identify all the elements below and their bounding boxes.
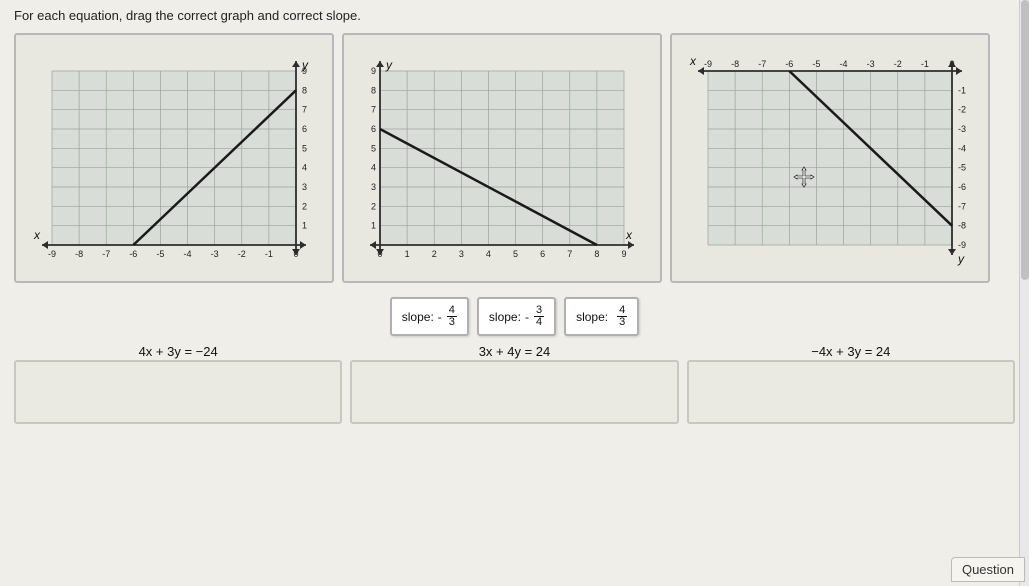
svg-text:-2: -2	[894, 59, 902, 69]
svg-text:4: 4	[302, 163, 307, 173]
slope-fraction: 4 3	[617, 305, 627, 328]
drop-zone-1[interactable]: 4x + 3y = −24	[14, 360, 342, 424]
slope-label: slope:	[576, 310, 608, 324]
svg-text:-2: -2	[238, 249, 246, 259]
svg-text:9: 9	[371, 66, 376, 76]
svg-text:2: 2	[432, 249, 437, 259]
svg-text:4: 4	[486, 249, 491, 259]
svg-text:-6: -6	[785, 59, 793, 69]
slope-tile-2[interactable]: slope: - 3 4	[477, 297, 556, 336]
svg-text:0: 0	[293, 249, 298, 259]
svg-text:-2: -2	[958, 105, 966, 115]
svg-text:-4: -4	[184, 249, 192, 259]
svg-text:0: 0	[377, 249, 382, 259]
drop-zone-2[interactable]: 3x + 4y = 24	[350, 360, 678, 424]
drop-zone-3[interactable]: −4x + 3y = 24	[687, 360, 1015, 424]
slope-fraction: 3 4	[534, 305, 544, 328]
instruction-text: For each equation, drag the correct grap…	[14, 8, 1015, 23]
svg-text:-1: -1	[921, 59, 929, 69]
svg-text:y: y	[385, 58, 393, 72]
slope-tile-1[interactable]: slope: - 4 3	[390, 297, 469, 336]
svg-text:2: 2	[371, 201, 376, 211]
svg-text:x: x	[625, 228, 633, 242]
svg-text:x: x	[689, 54, 697, 68]
svg-text:-5: -5	[156, 249, 164, 259]
slope-tile-3[interactable]: slope: 4 3	[564, 297, 639, 336]
drop-row: 4x + 3y = −24 3x + 4y = 24 −4x + 3y = 24	[14, 360, 1015, 424]
scrollbar[interactable]	[1019, 0, 1029, 586]
svg-text:5: 5	[371, 143, 376, 153]
svg-text:-3: -3	[211, 249, 219, 259]
slope-label: slope:	[402, 310, 434, 324]
svg-text:4: 4	[371, 163, 376, 173]
svg-text:1: 1	[302, 221, 307, 231]
graph-2: 0 1 2 3 4 5 6 7 8 9 1 2 3 4 5 6 7 8 9 x y	[352, 43, 652, 273]
svg-text:1: 1	[405, 249, 410, 259]
graph-panel-3[interactable]: -9 -8 -7 -6 -5 -4 -3 -2 -1 0 -1 -2 -3 -4 -5 -6 -7 -8 -9 x y	[670, 33, 990, 283]
question-button[interactable]: Question	[951, 557, 1025, 582]
svg-text:-9: -9	[48, 249, 56, 259]
svg-text:3: 3	[459, 249, 464, 259]
svg-text:y: y	[957, 252, 965, 266]
svg-text:6: 6	[302, 124, 307, 134]
graph-panel-1[interactable]: -9-8-7-6-5-4-3-2-10123456789xy	[14, 33, 334, 283]
svg-text:-8: -8	[731, 59, 739, 69]
svg-text:-9: -9	[704, 59, 712, 69]
svg-text:-8: -8	[75, 249, 83, 259]
svg-text:1: 1	[371, 221, 376, 231]
scroll-thumb[interactable]	[1021, 0, 1029, 280]
svg-text:9: 9	[621, 249, 626, 259]
svg-text:5: 5	[513, 249, 518, 259]
svg-text:-1: -1	[958, 85, 966, 95]
slope-label: slope:	[489, 310, 521, 324]
svg-text:3: 3	[371, 182, 376, 192]
svg-text:8: 8	[302, 85, 307, 95]
graph-1: -9-8-7-6-5-4-3-2-10123456789xy	[24, 43, 324, 273]
equation-label: 3x + 4y = 24	[479, 344, 551, 359]
equation-label: 4x + 3y = −24	[139, 344, 218, 359]
graph-panel-2[interactable]: 0 1 2 3 4 5 6 7 8 9 1 2 3 4 5 6 7 8 9 x y	[342, 33, 662, 283]
svg-text:-5: -5	[812, 59, 820, 69]
graph-3: -9 -8 -7 -6 -5 -4 -3 -2 -1 0 -1 -2 -3 -4 -5 -6 -7 -8 -9 x y	[680, 43, 980, 273]
svg-text:0: 0	[949, 59, 954, 69]
svg-text:-6: -6	[958, 182, 966, 192]
svg-text:8: 8	[594, 249, 599, 259]
svg-text:6: 6	[371, 124, 376, 134]
slope-fraction: 4 3	[447, 305, 457, 328]
svg-text:-4: -4	[840, 59, 848, 69]
svg-text:-7: -7	[958, 201, 966, 211]
svg-text:-6: -6	[129, 249, 137, 259]
svg-text:-1: -1	[265, 249, 273, 259]
equation-label: −4x + 3y = 24	[811, 344, 890, 359]
svg-text:7: 7	[371, 105, 376, 115]
svg-text:-3: -3	[958, 124, 966, 134]
svg-text:-5: -5	[958, 163, 966, 173]
svg-text:-7: -7	[102, 249, 110, 259]
svg-text:-4: -4	[958, 143, 966, 153]
svg-text:6: 6	[540, 249, 545, 259]
slopes-row: slope: - 4 3 slope: - 3 4 slope: 4 3	[14, 297, 1015, 336]
svg-text:-9: -9	[958, 240, 966, 250]
slope-sign: -	[525, 310, 529, 324]
svg-text:7: 7	[302, 105, 307, 115]
graph-row: -9 -8 -7 -6 -5 -4 -3 -2 -1 0 1 2 3 4 5 6 7 8 9 x y 0 1 2 3 4 5 6 7 8…	[14, 33, 1015, 283]
svg-text:-8: -8	[958, 221, 966, 231]
svg-text:5: 5	[302, 143, 307, 153]
svg-text:2: 2	[302, 201, 307, 211]
svg-text:3: 3	[302, 182, 307, 192]
slope-sign: -	[438, 310, 442, 324]
svg-text:x: x	[33, 228, 41, 242]
svg-text:-3: -3	[867, 59, 875, 69]
svg-text:8: 8	[371, 85, 376, 95]
svg-text:7: 7	[567, 249, 572, 259]
svg-text:y: y	[301, 58, 309, 72]
svg-text:-7: -7	[758, 59, 766, 69]
